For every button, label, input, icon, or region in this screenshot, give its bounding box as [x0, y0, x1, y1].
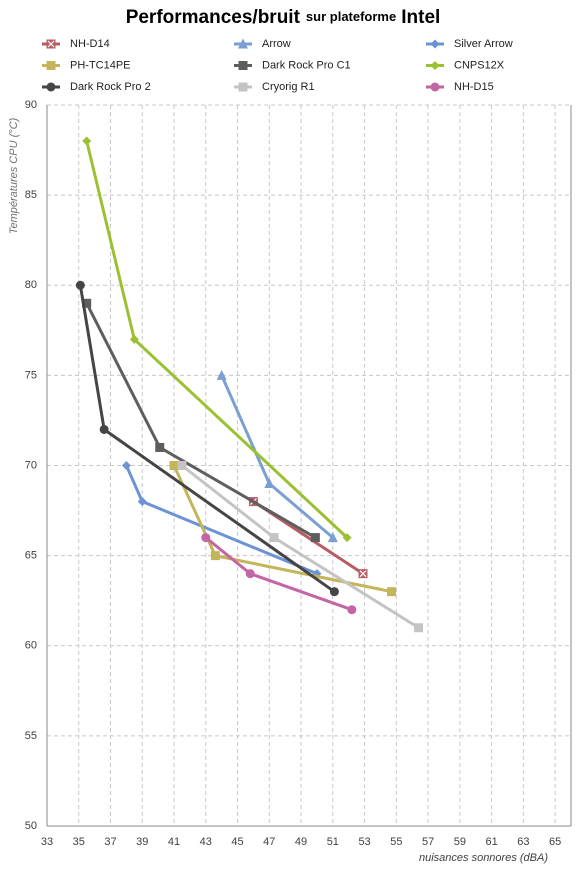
legend-label: Arrow	[262, 38, 291, 50]
x-tick-label: 59	[454, 836, 466, 848]
x-tick-label: 61	[485, 836, 497, 848]
marker	[137, 497, 147, 507]
y-tick-label: 75	[25, 369, 37, 381]
marker	[169, 461, 179, 470]
chart-title-suffix: Intel	[401, 7, 440, 28]
x-tick-label: 53	[358, 836, 370, 848]
marker	[327, 532, 338, 543]
marker	[210, 551, 220, 561]
x-tick-label: 49	[295, 836, 307, 848]
x-tick-label: 43	[200, 836, 212, 848]
chart-subtitle: sur plateforme	[306, 9, 396, 24]
marker	[269, 533, 279, 543]
legend-label: NH-D15	[454, 81, 494, 93]
marker-cross	[47, 40, 55, 48]
marker	[75, 280, 85, 290]
legend-label: CNPS12X	[454, 59, 505, 71]
y-tick-label: 65	[25, 550, 37, 562]
x-tick-label: 37	[104, 836, 116, 848]
marker	[245, 569, 255, 579]
legend-label: Silver Arrow	[454, 38, 513, 50]
marker	[177, 461, 187, 470]
marker	[264, 478, 275, 489]
y-tick-label: 60	[25, 640, 37, 652]
marker	[46, 61, 56, 70]
chart-title: Performances/bruit	[126, 7, 301, 28]
series-line	[85, 302, 317, 539]
marker	[82, 136, 92, 146]
marker	[238, 82, 248, 92]
x-tick-label: 45	[231, 836, 243, 848]
x-tick-label: 57	[422, 836, 434, 848]
marker	[129, 334, 139, 344]
y-tick-label: 70	[25, 459, 37, 471]
legend-label: Cryorig R1	[262, 81, 315, 93]
y-tick-label: 55	[25, 730, 37, 742]
marker	[430, 61, 440, 70]
marker	[46, 82, 56, 92]
series-line	[78, 285, 336, 593]
marker	[430, 39, 440, 49]
marker	[387, 587, 397, 597]
y-tick-label: 50	[25, 820, 37, 832]
legend-label: NH-D14	[70, 38, 110, 50]
x-tick-label: 63	[517, 836, 529, 848]
series-line	[220, 374, 334, 539]
legend-label: PH-TC14PE	[70, 59, 131, 71]
legend-label: Dark Rock Pro 2	[70, 81, 151, 93]
x-tick-label: 33	[41, 836, 53, 848]
x-tick-label: 47	[263, 836, 275, 848]
x-tick-label: 51	[327, 836, 339, 848]
y-tick-label: 80	[25, 279, 37, 291]
marker	[342, 533, 352, 543]
y-axis-label: Températures CPU (°C)	[8, 117, 20, 234]
marker	[82, 298, 92, 308]
marker	[99, 424, 109, 434]
marker	[121, 461, 131, 470]
y-tick-label: 85	[25, 189, 37, 201]
x-tick-label: 41	[168, 836, 180, 848]
marker	[216, 369, 227, 380]
marker	[329, 587, 339, 597]
marker	[347, 605, 357, 615]
marker	[238, 38, 248, 49]
marker-cross	[359, 570, 367, 578]
chart-title-group: Performances/bruit sur plateforme Intel	[126, 7, 441, 28]
series-line	[85, 140, 349, 539]
x-tick-label: 65	[549, 836, 561, 848]
marker	[155, 442, 165, 452]
x-tick-label: 55	[390, 836, 402, 848]
x-tick-label: 35	[73, 836, 85, 848]
legend-label: Dark Rock Pro C1	[262, 59, 351, 71]
marker	[414, 623, 424, 633]
x-tick-label: 39	[136, 836, 148, 848]
x-axis-label: nuisances sonnores (dBA)	[419, 852, 548, 864]
marker	[238, 61, 248, 70]
y-tick-label: 90	[25, 99, 37, 111]
marker	[430, 82, 440, 92]
marker	[310, 533, 320, 543]
marker	[201, 533, 211, 543]
